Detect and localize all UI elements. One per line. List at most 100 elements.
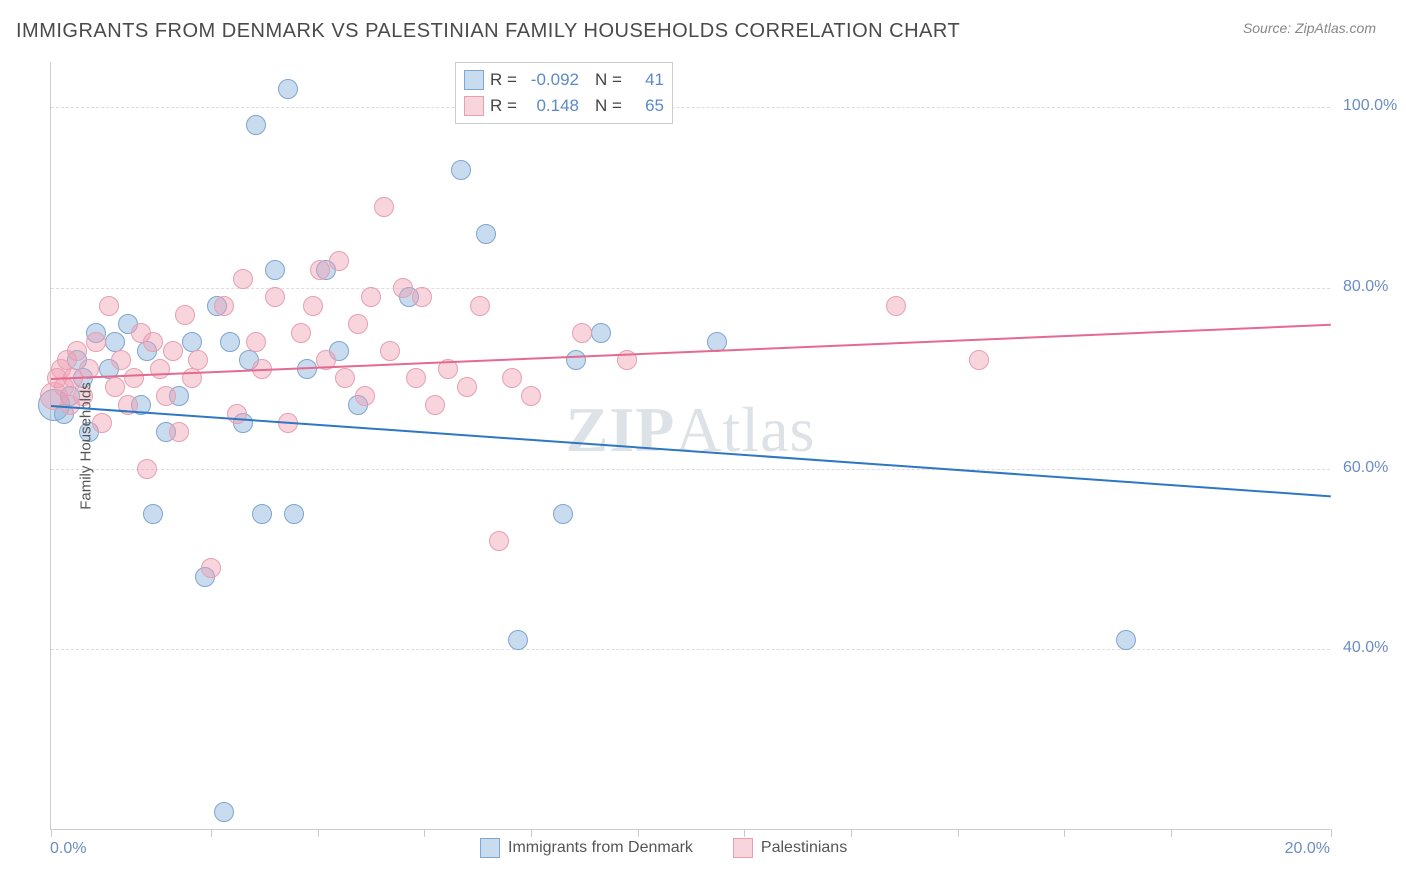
watermark-bold: ZIP: [566, 394, 676, 465]
source-attribution: Source: ZipAtlas.com: [1243, 20, 1376, 36]
scatter-marker: [393, 278, 413, 298]
scatter-marker: [143, 504, 163, 524]
scatter-marker: [163, 341, 183, 361]
legend-stat-row: R =0.148 N =65: [464, 93, 664, 119]
x-axis-max-label: 20.0%: [1285, 840, 1330, 858]
scatter-marker: [886, 296, 906, 316]
legend-series: Immigrants from Denmark Palestinians: [480, 838, 847, 858]
y-axis-title: Family Households: [77, 382, 94, 510]
scatter-marker: [457, 377, 477, 397]
y-axis-tick-label: 80.0%: [1343, 278, 1406, 296]
legend-series-label: Immigrants from Denmark: [508, 839, 693, 857]
plot-region: ZIPAtlas 40.0%60.0%80.0%100.0%: [50, 62, 1330, 830]
scatter-marker: [175, 305, 195, 325]
scatter-marker: [380, 341, 400, 361]
x-axis-tick: [958, 829, 959, 837]
scatter-marker: [105, 332, 125, 352]
scatter-marker: [572, 323, 592, 343]
scatter-marker: [425, 395, 445, 415]
scatter-marker: [265, 260, 285, 280]
scatter-marker: [156, 386, 176, 406]
scatter-marker: [1116, 630, 1136, 650]
legend-n-value: 65: [629, 96, 664, 116]
scatter-marker: [278, 79, 298, 99]
scatter-marker: [188, 350, 208, 370]
scatter-marker: [508, 630, 528, 650]
scatter-marker: [470, 296, 490, 316]
legend-r-label: R =: [490, 96, 520, 116]
x-axis-tick: [531, 829, 532, 837]
legend-n-label: N =: [595, 96, 625, 116]
scatter-marker: [220, 332, 240, 352]
scatter-marker: [143, 332, 163, 352]
x-axis-tick: [318, 829, 319, 837]
trend-line: [51, 405, 1331, 497]
legend-r-value: -0.092: [524, 70, 579, 90]
scatter-marker: [214, 296, 234, 316]
legend-series-label: Palestinians: [761, 839, 847, 857]
scatter-marker: [201, 558, 221, 578]
scatter-marker: [969, 350, 989, 370]
x-axis-tick: [424, 829, 425, 837]
gridline: [51, 649, 1330, 650]
scatter-marker: [502, 368, 522, 388]
legend-stat-row: R =-0.092 N =41: [464, 67, 664, 93]
y-axis-tick-label: 40.0%: [1343, 639, 1406, 657]
x-axis-tick: [51, 829, 52, 837]
scatter-marker: [406, 368, 426, 388]
scatter-marker: [329, 251, 349, 271]
scatter-marker: [124, 368, 144, 388]
scatter-marker: [246, 332, 266, 352]
scatter-marker: [412, 287, 432, 307]
scatter-marker: [233, 269, 253, 289]
scatter-marker: [335, 368, 355, 388]
legend-r-label: R =: [490, 70, 520, 90]
chart-area: ZIPAtlas 40.0%60.0%80.0%100.0% Family Ho…: [50, 62, 1330, 830]
legend-r-value: 0.148: [524, 96, 579, 116]
scatter-marker: [150, 359, 170, 379]
legend-series-item: Palestinians: [733, 838, 847, 858]
gridline: [51, 107, 1330, 108]
scatter-marker: [99, 296, 119, 316]
scatter-marker: [67, 341, 87, 361]
scatter-marker: [86, 332, 106, 352]
header: IMMIGRANTS FROM DENMARK VS PALESTINIAN F…: [0, 0, 1406, 53]
scatter-marker: [591, 323, 611, 343]
scatter-marker: [451, 160, 471, 180]
scatter-marker: [291, 323, 311, 343]
scatter-marker: [284, 504, 304, 524]
scatter-marker: [169, 422, 189, 442]
scatter-marker: [355, 386, 375, 406]
legend-n-label: N =: [595, 70, 625, 90]
scatter-marker: [214, 802, 234, 822]
chart-title: IMMIGRANTS FROM DENMARK VS PALESTINIAN F…: [16, 20, 960, 43]
scatter-marker: [374, 197, 394, 217]
scatter-marker: [92, 413, 112, 433]
legend-n-value: 41: [629, 70, 664, 90]
x-axis-tick: [1064, 829, 1065, 837]
legend-swatch: [464, 70, 484, 90]
legend-series-item: Immigrants from Denmark: [480, 838, 693, 858]
y-axis-tick-label: 60.0%: [1343, 459, 1406, 477]
scatter-marker: [361, 287, 381, 307]
scatter-marker: [227, 404, 247, 424]
scatter-marker: [553, 504, 573, 524]
scatter-marker: [521, 386, 541, 406]
legend-stats-box: R =-0.092 N =41 R =0.148 N =65: [455, 62, 673, 124]
x-axis-tick: [1331, 829, 1332, 837]
x-axis-tick: [744, 829, 745, 837]
x-axis-tick: [851, 829, 852, 837]
legend-swatch: [480, 838, 500, 858]
scatter-marker: [182, 332, 202, 352]
scatter-marker: [310, 260, 330, 280]
scatter-marker: [111, 350, 131, 370]
x-axis-min-label: 0.0%: [50, 840, 86, 858]
gridline: [51, 469, 1330, 470]
x-axis-tick: [1171, 829, 1172, 837]
legend-swatch: [464, 96, 484, 116]
y-axis-tick-label: 100.0%: [1343, 97, 1406, 115]
scatter-marker: [252, 504, 272, 524]
scatter-marker: [265, 287, 285, 307]
scatter-marker: [489, 531, 509, 551]
scatter-marker: [137, 459, 157, 479]
